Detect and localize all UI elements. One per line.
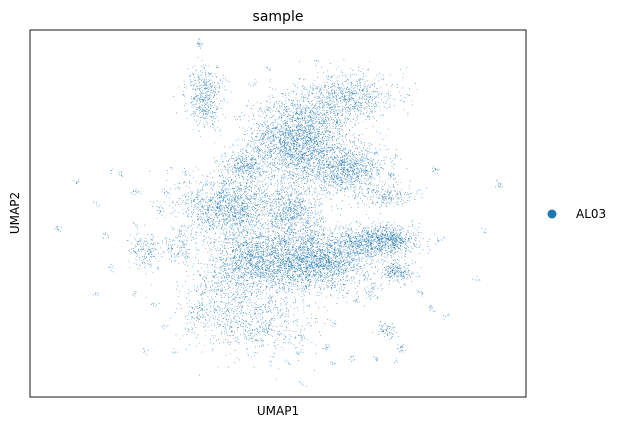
legend-marker-al03 — [547, 209, 557, 219]
plot-frame — [29, 29, 527, 398]
chart-title: sample — [253, 9, 304, 25]
series-points-al03 — [54, 38, 503, 387]
legend-label-al03: AL03 — [576, 207, 606, 221]
legend: AL03 — [547, 207, 606, 221]
y-axis-label: UMAP2 — [8, 192, 22, 234]
scatter-points — [54, 38, 503, 387]
x-axis-label: UMAP1 — [257, 404, 299, 418]
